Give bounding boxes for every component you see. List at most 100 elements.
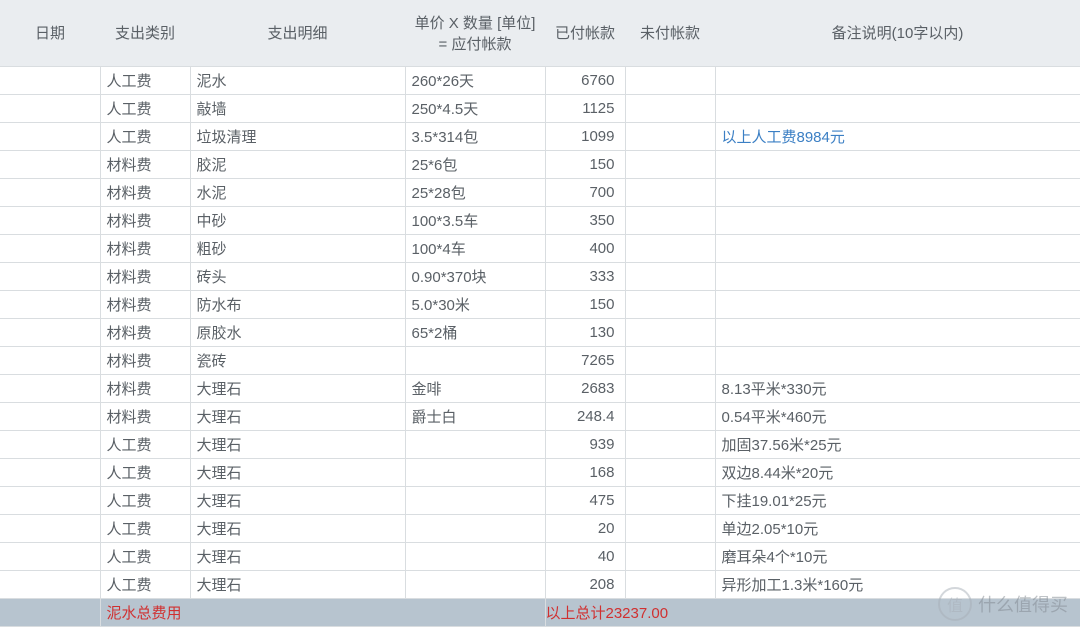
cell-detail: 大理石 xyxy=(190,514,405,542)
cell-paid: 130 xyxy=(545,318,625,346)
cell-detail: 砖头 xyxy=(190,262,405,290)
cell-note: 0.54平米*460元 xyxy=(715,402,1080,430)
table-row: 人工费垃圾清理3.5*314包1099以上人工费8984元 xyxy=(0,122,1080,150)
cell-unpaid xyxy=(625,318,715,346)
cell-unpaid xyxy=(625,486,715,514)
cell-detail: 大理石 xyxy=(190,542,405,570)
header-paid: 已付帐款 xyxy=(545,0,625,66)
cell-note: 双边8.44米*20元 xyxy=(715,458,1080,486)
cell-calc: 0.90*370块 xyxy=(405,262,545,290)
cell-category: 人工费 xyxy=(100,66,190,94)
cell-unpaid xyxy=(625,234,715,262)
table-row: 材料费大理石金啡26838.13平米*330元 xyxy=(0,374,1080,402)
header-note: 备注说明(10字以内) xyxy=(715,0,1080,66)
cell-date xyxy=(0,206,100,234)
cell-category: 材料费 xyxy=(100,206,190,234)
header-detail: 支出明细 xyxy=(190,0,405,66)
total-row: 泥水总费用以上总计23237.00 xyxy=(0,598,1080,626)
cell-paid: 7265 xyxy=(545,346,625,374)
cell-calc: 65*2桶 xyxy=(405,318,545,346)
cell-calc: 25*6包 xyxy=(405,150,545,178)
cell-note xyxy=(715,290,1080,318)
cell-date xyxy=(0,514,100,542)
table-row: 人工费大理石939加固37.56米*25元 xyxy=(0,430,1080,458)
cell-date xyxy=(0,150,100,178)
cell-detail: 大理石 xyxy=(190,458,405,486)
cell-note xyxy=(715,346,1080,374)
cell-detail: 大理石 xyxy=(190,486,405,514)
cell-date xyxy=(0,262,100,290)
cell-detail: 泥水 xyxy=(190,66,405,94)
cell-detail: 敲墙 xyxy=(190,94,405,122)
table-row: 人工费大理石475下挂19.01*25元 xyxy=(0,486,1080,514)
table-body: 人工费泥水260*26天6760人工费敲墙250*4.5天1125人工费垃圾清理… xyxy=(0,66,1080,626)
table-row: 人工费敲墙250*4.5天1125 xyxy=(0,94,1080,122)
cell-note xyxy=(715,234,1080,262)
cell-paid: 333 xyxy=(545,262,625,290)
table-row: 材料费中砂100*3.5车350 xyxy=(0,206,1080,234)
cell-date xyxy=(0,122,100,150)
cell-note xyxy=(715,262,1080,290)
total-summary: 以上总计23237.00 xyxy=(545,598,1080,626)
cell-category: 人工费 xyxy=(100,514,190,542)
cell-detail: 大理石 xyxy=(190,570,405,598)
cell-date xyxy=(0,374,100,402)
cell-date xyxy=(0,66,100,94)
cell-detail: 水泥 xyxy=(190,178,405,206)
header-calc: 单价 X 数量 [单位] = 应付帐款 xyxy=(405,0,545,66)
cell-paid: 150 xyxy=(545,290,625,318)
cell-note: 8.13平米*330元 xyxy=(715,374,1080,402)
cell-note: 加固37.56米*25元 xyxy=(715,430,1080,458)
cell-unpaid xyxy=(625,430,715,458)
cell-category: 材料费 xyxy=(100,262,190,290)
cell-unpaid xyxy=(625,262,715,290)
cell-paid: 248.4 xyxy=(545,402,625,430)
cell-unpaid xyxy=(625,458,715,486)
cell-paid: 1099 xyxy=(545,122,625,150)
cell-category: 人工费 xyxy=(100,542,190,570)
total-empty xyxy=(0,598,100,626)
cell-unpaid xyxy=(625,122,715,150)
cell-date xyxy=(0,458,100,486)
cell-unpaid xyxy=(625,514,715,542)
cell-calc xyxy=(405,430,545,458)
expense-table: 日期 支出类别 支出明细 单价 X 数量 [单位] = 应付帐款 已付帐款 未付… xyxy=(0,0,1080,627)
cell-note xyxy=(715,178,1080,206)
cell-calc: 25*28包 xyxy=(405,178,545,206)
cell-paid: 700 xyxy=(545,178,625,206)
cell-unpaid xyxy=(625,206,715,234)
table-row: 材料费胶泥25*6包150 xyxy=(0,150,1080,178)
cell-calc: 5.0*30米 xyxy=(405,290,545,318)
cell-note: 下挂19.01*25元 xyxy=(715,486,1080,514)
cell-paid: 350 xyxy=(545,206,625,234)
cell-date xyxy=(0,346,100,374)
cell-paid: 939 xyxy=(545,430,625,458)
header-row: 日期 支出类别 支出明细 单价 X 数量 [单位] = 应付帐款 已付帐款 未付… xyxy=(0,0,1080,66)
cell-detail: 垃圾清理 xyxy=(190,122,405,150)
header-date: 日期 xyxy=(0,0,100,66)
table-row: 材料费防水布5.0*30米150 xyxy=(0,290,1080,318)
table-row: 人工费大理石40磨耳朵4个*10元 xyxy=(0,542,1080,570)
cell-detail: 胶泥 xyxy=(190,150,405,178)
cell-date xyxy=(0,234,100,262)
cell-paid: 150 xyxy=(545,150,625,178)
cell-detail: 中砂 xyxy=(190,206,405,234)
cell-unpaid xyxy=(625,66,715,94)
cell-date xyxy=(0,542,100,570)
cell-date xyxy=(0,178,100,206)
cell-note xyxy=(715,150,1080,178)
header-unpaid: 未付帐款 xyxy=(625,0,715,66)
cell-paid: 1125 xyxy=(545,94,625,122)
cell-unpaid xyxy=(625,94,715,122)
cell-category: 人工费 xyxy=(100,122,190,150)
cell-date xyxy=(0,290,100,318)
cell-category: 材料费 xyxy=(100,178,190,206)
cell-unpaid xyxy=(625,150,715,178)
cell-calc: 3.5*314包 xyxy=(405,122,545,150)
cell-category: 人工费 xyxy=(100,430,190,458)
table-row: 人工费泥水260*26天6760 xyxy=(0,66,1080,94)
cell-date xyxy=(0,318,100,346)
cell-calc xyxy=(405,346,545,374)
table-row: 人工费大理石20单边2.05*10元 xyxy=(0,514,1080,542)
table-row: 人工费大理石208异形加工1.3米*160元 xyxy=(0,570,1080,598)
